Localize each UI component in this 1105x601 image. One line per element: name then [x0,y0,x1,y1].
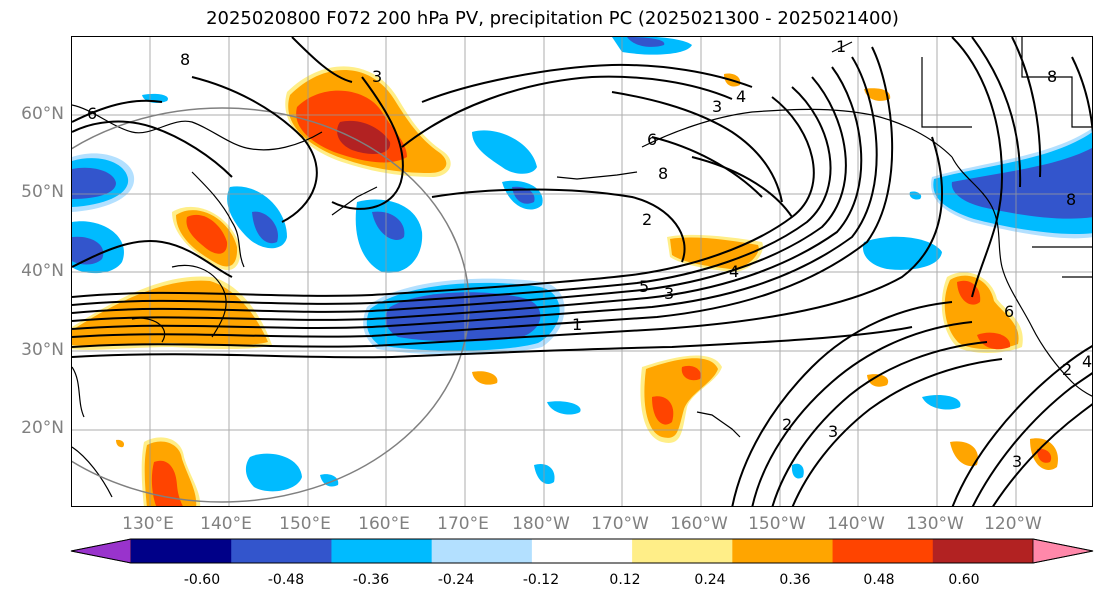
lon-label: 130°W [906,514,964,534]
colorbar [70,538,1094,564]
graticule [72,37,1092,506]
colorbar-tick-label: -0.24 [437,572,475,588]
precip-area-neg [791,463,804,479]
colorbar-segment [231,539,332,563]
coastlines [72,37,1092,498]
colorbar-tick-label: -0.48 [267,572,305,588]
lon-label: 150°W [748,514,806,534]
lon-label: 160°W [670,514,728,534]
contour-label: 4 [736,87,746,106]
precip-area-pos [337,120,391,154]
precip-area-neg [372,211,405,240]
colorbar-tick-label: 0.12 [609,572,641,588]
lon-label: 160°E [358,514,410,534]
precip-area-pos [116,439,125,448]
precip-area-neg [951,147,1092,219]
precip-area-pos [864,88,891,101]
contour-label: 4 [729,262,739,281]
lon-label: 130°E [122,514,174,534]
contour-label: 8 [658,164,668,183]
colorbar-extend-high [1032,538,1094,564]
contour-label: 6 [87,104,97,123]
lat-label: 20°N [21,418,64,438]
colorbar-tick-label: -0.36 [352,572,390,588]
lat-label: 40°N [21,261,64,281]
colorbar-segment [531,539,633,563]
precip-area-pos [151,460,183,506]
lon-label: 180°W [512,514,570,534]
colorbar-tick-label: 0.48 [863,572,895,588]
colorbar-segment [331,539,433,563]
colorbar-segment [732,539,834,563]
contour-label: 1 [572,315,582,334]
colorbar-tick-label: -0.12 [522,572,560,588]
precip-area-neg [512,186,535,204]
colorbar-segment [632,539,733,563]
precip-area-neg [72,167,116,199]
contour-label: 1 [836,37,846,56]
precip-area-neg [472,130,537,174]
precip-area-neg [627,37,665,47]
contour-label: 4 [1082,352,1092,371]
precip-area-neg [909,191,922,200]
precip-area-neg [385,292,541,342]
contour-label: 8 [1047,67,1057,86]
precip-area-pos [652,396,674,425]
lat-label: 30°N [21,340,64,360]
colorbar-segment [131,539,232,563]
contour-label: 5 [639,277,649,296]
colorbar-extend-low [70,538,132,564]
lat-label: 50°N [21,182,64,202]
colorbar-tick-label: 0.36 [779,572,811,588]
lat-label: 60°N [21,104,64,124]
contour-label: 3 [828,422,838,441]
lon-label: 150°E [279,514,331,534]
colorbar-segment [932,539,1034,563]
contour-label: 3 [372,67,382,86]
contour-label: 3 [712,97,722,116]
precip-area-neg [547,401,581,415]
precip-area-neg [245,453,302,492]
precip-area-neg [922,395,961,410]
colorbar-tick-label: 0.60 [948,572,980,588]
lon-label: 170°W [591,514,649,534]
contour-label: 8 [1066,190,1076,209]
colorbar-tick-label: 0.24 [694,572,726,588]
lon-label: 170°E [437,514,489,534]
precip-area-pos [950,441,978,467]
precip-area-neg [72,236,104,265]
lon-label: 140°W [827,514,885,534]
map-title: 2025020800 F072 200 hPa PV, precipitatio… [206,8,899,29]
precip-area-pos [670,237,759,269]
colorbar-segment [431,539,533,563]
contour-label: 8 [180,50,190,69]
precip-area-neg [862,236,942,270]
precip-area-pos [1037,448,1052,463]
pv-contours [72,37,1092,506]
precip-area-neg [252,211,278,244]
contour-label: 2 [642,210,652,229]
contour-label: 2 [782,415,792,434]
precip-area-pos [472,371,498,385]
contour-label: 6 [1004,302,1014,321]
contour-label: 6 [647,130,657,149]
colorbar-segment [832,539,934,563]
precip-area-pos [186,214,228,254]
contour-label: 3 [664,284,674,303]
precip-area-pos [72,280,268,346]
precip-area-pos [681,365,701,381]
contour-label: 3 [1012,452,1022,471]
lon-label: 120°W [984,514,1042,534]
precip-area-pos [867,374,889,387]
colorbar-tick-label: -0.60 [183,572,221,588]
colorbar-outline [70,538,1094,564]
precip-area-pos [977,332,1011,350]
contour-label: 2 [1062,360,1072,379]
lon-label: 140°E [200,514,252,534]
